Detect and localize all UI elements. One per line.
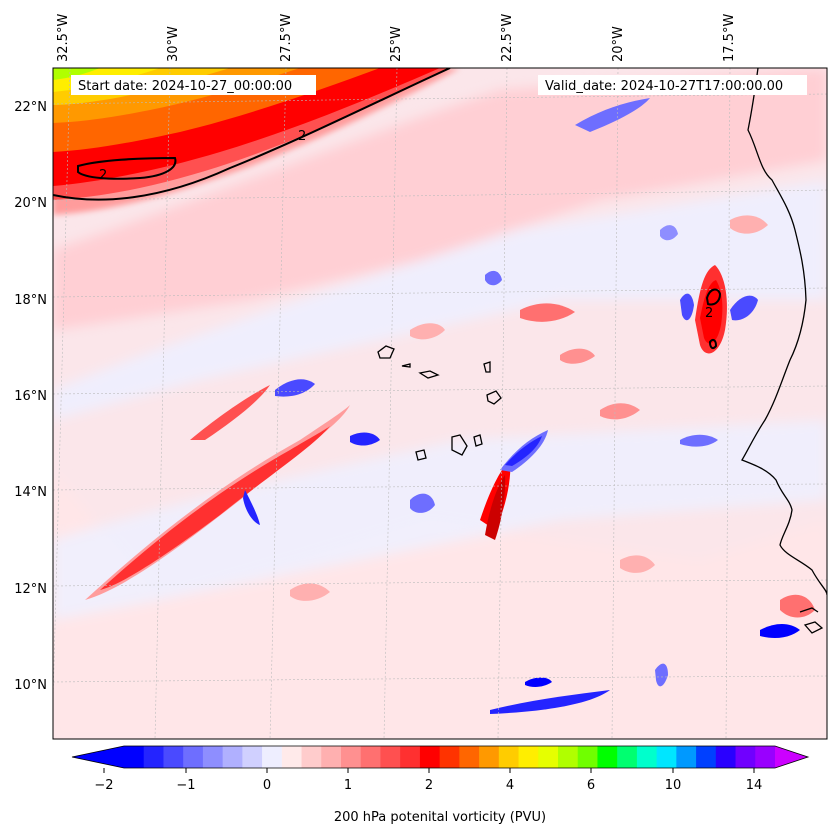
colorbar-segment <box>262 746 283 768</box>
lat-label-22n: 22°N <box>14 100 47 115</box>
colorbar-segment <box>281 746 303 768</box>
colorbar-segment <box>715 746 737 768</box>
colorbar-segment <box>636 746 658 768</box>
map-panel: 2 2 2 Start date: 2024-10-27_00:00:00 Va… <box>53 68 827 739</box>
lon-label-25w: 25°W <box>389 26 404 62</box>
latitude-labels: 22°N 20°N 18°N 16°N 14°N 12°N 10°N <box>14 100 47 693</box>
colorbar-segment <box>183 746 204 768</box>
valid-date-text: Valid_date: 2024-10-27T17:00:00.00 <box>545 79 783 94</box>
colorbar-segment <box>400 746 421 768</box>
pv-field-base <box>53 68 827 739</box>
lat-label-20n: 20°N <box>14 196 47 211</box>
colorbar-segments <box>124 746 776 768</box>
lon-label-30w: 30°W <box>166 26 181 62</box>
colorbar-segment <box>163 746 184 768</box>
map-border <box>52 67 828 740</box>
colorbar-segment <box>577 746 598 768</box>
cb-tick-2: 2 <box>425 778 433 793</box>
longitude-labels: 32.5°W 30°W 27.5°W 25°W 22.5°W 20°W 17.5… <box>56 14 737 62</box>
colorbar-tick-labels: −2 −1 0 1 2 4 6 10 14 <box>94 778 762 793</box>
lat-label-16n: 16°N <box>14 389 47 404</box>
colorbar-segment <box>419 746 441 768</box>
colorbar-segment <box>202 746 224 768</box>
colorbar-segment <box>518 746 539 768</box>
colorbar-outline <box>71 745 810 769</box>
cb-tick-10: 10 <box>665 778 682 793</box>
colorbar-title: 200 hPa potenital vorticity (PVU) <box>334 810 546 825</box>
colorbar-min-extend <box>72 746 124 768</box>
africa-coastline <box>741 68 827 596</box>
colorbar-max-extend <box>775 746 808 768</box>
colorbar-segment <box>755 746 776 768</box>
lon-label-17-5w: 17.5°W <box>722 14 737 62</box>
cb-tick-m1: −1 <box>176 778 195 793</box>
valid-date-box <box>538 75 807 95</box>
colorbar-segment <box>222 746 243 768</box>
colorbar-segment <box>498 746 520 768</box>
colorbar-segment <box>124 746 145 768</box>
colorbar: −2 −1 0 1 2 4 6 10 14 200 hPa potenital … <box>71 745 810 825</box>
cape-verde-islands <box>377 345 395 359</box>
colorbar-segment <box>538 746 559 768</box>
colorbar-segment <box>459 746 480 768</box>
colorbar-segment <box>301 746 322 768</box>
contour-label-jet: 2 <box>298 129 306 144</box>
colorbar-segment <box>676 746 697 768</box>
colorbar-segment <box>617 746 638 768</box>
colorbar-segment <box>735 746 756 768</box>
lon-label-32-5w: 32.5°W <box>56 14 71 62</box>
lon-label-20w: 20°W <box>611 26 626 62</box>
cb-tick-4: 4 <box>506 778 514 793</box>
colorbar-segment <box>360 746 381 768</box>
colorbar-segment <box>321 746 342 768</box>
contour-labels: 2 2 2 <box>99 129 713 321</box>
positive-pv-streaks <box>85 215 815 618</box>
start-date-box <box>71 75 316 95</box>
lat-label-18n: 18°N <box>14 293 47 308</box>
lat-label-10n: 10°N <box>14 678 47 693</box>
cb-tick-1: 1 <box>344 778 352 793</box>
cb-tick-m2: −2 <box>94 778 113 793</box>
lon-label-27-5w: 27.5°W <box>279 14 294 62</box>
cb-tick-0: 0 <box>263 778 271 793</box>
colorbar-segment <box>341 746 362 768</box>
colorbar-segment <box>479 746 500 768</box>
contour-label-jet-west: 2 <box>99 168 107 183</box>
contour-label-east: 2 <box>705 306 713 321</box>
colorbar-segment <box>597 746 618 768</box>
cb-tick-6: 6 <box>587 778 595 793</box>
negative-pv-streaks <box>243 98 800 714</box>
cb-tick-14: 14 <box>746 778 763 793</box>
colorbar-segment <box>242 746 263 768</box>
colorbar-segment <box>439 746 460 768</box>
start-date-text: Start date: 2024-10-27_00:00:00 <box>78 79 292 94</box>
pv2-contours <box>53 68 722 350</box>
lat-label-12n: 12°N <box>14 582 47 597</box>
colorbar-segment <box>656 746 677 768</box>
lat-label-14n: 14°N <box>14 485 47 500</box>
colorbar-segment <box>143 746 164 768</box>
colorbar-segment <box>558 746 579 768</box>
colorbar-segment <box>380 746 401 768</box>
colorbar-segment <box>696 746 717 768</box>
coastlines <box>377 68 827 634</box>
colorbar-ticks <box>103 768 755 773</box>
lon-label-22-5w: 22.5°W <box>500 14 515 62</box>
